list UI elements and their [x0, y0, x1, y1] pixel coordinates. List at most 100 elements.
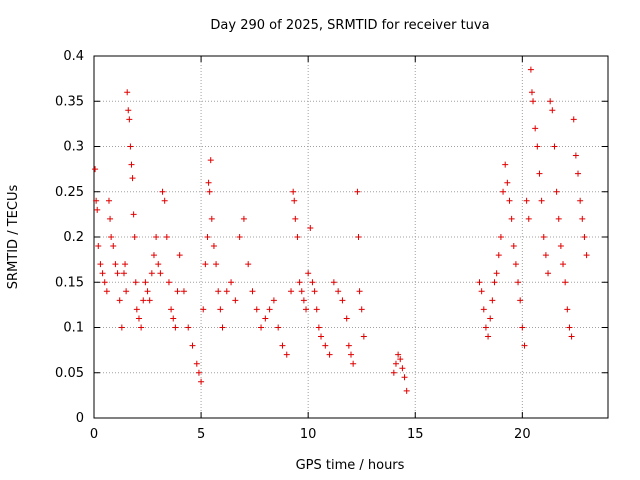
y-tick-label: 0.3 — [63, 140, 84, 155]
x-axis-label: GPS time / hours — [296, 458, 405, 473]
data-point — [390, 369, 397, 376]
data-point — [401, 374, 408, 381]
data-point — [185, 324, 192, 331]
data-point — [549, 107, 556, 114]
data-point — [288, 288, 295, 295]
data-point — [570, 116, 577, 123]
data-point — [534, 143, 541, 150]
data-point — [307, 224, 314, 231]
data-point — [532, 125, 539, 132]
chart-title: Day 290 of 2025, SRMTID for receiver tuv… — [210, 18, 489, 33]
data-point — [249, 288, 256, 295]
data-point — [525, 215, 532, 222]
data-point — [148, 270, 155, 277]
data-point — [161, 197, 168, 204]
data-point — [296, 279, 303, 286]
data-point — [555, 215, 562, 222]
y-tick-label: 0 — [76, 411, 84, 426]
data-point — [512, 261, 519, 268]
data-point — [120, 270, 127, 277]
data-point — [128, 161, 135, 168]
data-point — [530, 98, 537, 105]
data-point — [142, 279, 149, 286]
data-point — [290, 188, 297, 195]
data-point — [500, 188, 507, 195]
data-point — [213, 261, 220, 268]
data-point — [480, 306, 487, 313]
data-point — [202, 261, 209, 268]
data-point — [322, 342, 329, 349]
y-axis-label: SRMTID / TECUs — [6, 185, 21, 290]
data-point — [116, 297, 123, 304]
data-point — [180, 288, 187, 295]
data-point — [206, 188, 213, 195]
y-tick-label: 0.35 — [55, 94, 84, 109]
data-point — [562, 279, 569, 286]
data-point — [497, 234, 504, 240]
data-point — [266, 306, 273, 313]
data-point — [133, 306, 140, 313]
data-point — [521, 342, 528, 349]
data-point — [240, 215, 247, 222]
data-point — [566, 324, 573, 331]
y-tick-label: 0.1 — [63, 321, 84, 336]
data-point — [403, 387, 410, 394]
data-point — [581, 234, 588, 240]
data-point — [93, 197, 100, 204]
data-point — [579, 215, 586, 222]
data-point — [326, 351, 333, 358]
data-point — [108, 234, 115, 240]
data-point — [478, 288, 485, 295]
data-point — [144, 288, 151, 295]
data-point — [99, 270, 106, 277]
data-point — [487, 315, 494, 322]
data-point — [163, 234, 170, 240]
data-point — [476, 279, 483, 286]
y-tick-label: 0.15 — [55, 275, 84, 290]
data-point — [130, 211, 137, 218]
data-point — [262, 315, 269, 322]
data-point — [517, 297, 524, 304]
data-point — [124, 89, 131, 96]
data-point — [572, 152, 579, 159]
data-point — [223, 288, 230, 295]
x-tick-label: 20 — [514, 427, 531, 442]
data-point — [132, 279, 139, 286]
data-point — [101, 279, 108, 286]
data-point — [123, 288, 130, 295]
data-point — [270, 297, 277, 304]
data-point — [193, 360, 200, 367]
data-point — [399, 365, 406, 372]
y-tick-label: 0.05 — [55, 366, 84, 381]
y-tick-label: 0.25 — [55, 185, 84, 200]
data-point — [95, 243, 102, 250]
data-point — [519, 324, 526, 331]
data-point — [138, 324, 145, 331]
data-point — [97, 261, 104, 268]
data-point — [482, 324, 489, 331]
data-point — [176, 252, 183, 259]
data-point — [528, 89, 535, 96]
data-point — [170, 315, 177, 322]
data-point — [232, 297, 239, 304]
data-point — [112, 261, 119, 268]
data-point — [200, 306, 207, 313]
data-point — [553, 188, 560, 195]
data-point — [103, 288, 110, 295]
data-point — [118, 324, 125, 331]
x-tick-label: 10 — [300, 427, 317, 442]
data-point — [343, 315, 350, 322]
data-point — [165, 279, 172, 286]
data-point — [205, 179, 212, 186]
data-point — [527, 66, 534, 73]
data-point — [309, 279, 316, 286]
data-point — [542, 252, 549, 259]
data-point — [258, 324, 265, 331]
data-point — [125, 107, 132, 114]
data-point — [210, 243, 217, 250]
data-point — [502, 161, 509, 168]
data-point — [207, 157, 214, 164]
data-point — [150, 252, 157, 259]
data-point — [292, 215, 299, 222]
